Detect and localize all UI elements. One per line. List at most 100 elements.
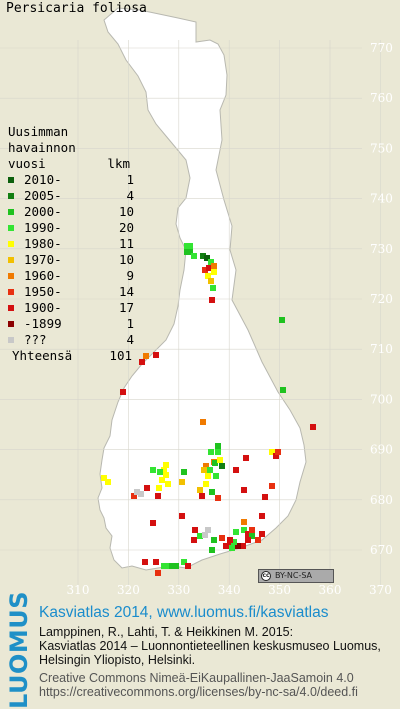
legend-count: 10 <box>118 252 134 267</box>
observation-square <box>134 489 140 495</box>
map-grid <box>0 40 381 585</box>
legend-count: 11 <box>118 236 134 251</box>
observation-square <box>163 462 169 468</box>
observation-square <box>157 469 163 475</box>
observation-square <box>243 455 249 461</box>
finland-outline <box>97 7 307 571</box>
x-tick-label: 310 <box>67 583 90 597</box>
observation-square <box>173 563 179 569</box>
legend-total-label: Yhteensä <box>12 348 73 363</box>
observation-square <box>169 563 175 569</box>
observation-square <box>181 469 187 475</box>
legend-swatch <box>8 241 14 247</box>
observation-square <box>240 543 246 549</box>
observation-square <box>231 539 237 545</box>
observation-square <box>207 467 213 473</box>
observation-square <box>191 537 197 543</box>
observation-square <box>153 352 159 358</box>
y-tick-label: 770 <box>370 41 393 55</box>
observation-square <box>204 255 210 261</box>
observation-square <box>211 537 217 543</box>
observation-square <box>208 259 214 265</box>
y-tick-label: 720 <box>370 292 393 306</box>
legend-row: 1980- 11 <box>8 236 134 252</box>
observation-square <box>227 537 233 543</box>
license-link[interactable]: https://creativecommons.org/licenses/by-… <box>39 685 358 699</box>
observation-square <box>269 449 275 455</box>
y-axis-ticks: 770 760 750 740 730 720 710 700 690 680 670 <box>370 41 393 557</box>
observation-square <box>163 472 169 478</box>
legend-swatch <box>8 337 14 343</box>
y-tick-label: 680 <box>370 493 393 507</box>
observation-square <box>269 483 275 489</box>
observation-square <box>153 559 159 565</box>
observation-square <box>159 477 165 483</box>
observation-square <box>161 467 167 473</box>
legend-swatch <box>8 305 14 311</box>
x-tick-label: 370 <box>369 583 392 597</box>
legend-row: 1900- 17 <box>8 300 134 316</box>
observation-square <box>249 533 255 539</box>
footer <box>0 602 400 702</box>
legend-column-headers: vuosi lkm <box>8 156 130 172</box>
legend-heading-line: Uusimman <box>8 124 69 139</box>
legend-swatch <box>8 257 14 263</box>
y-tick-label: 730 <box>370 242 393 256</box>
legend-total: Yhteensä 101 <box>8 348 134 364</box>
legend-count: 1 <box>126 172 134 187</box>
observation-square <box>273 453 279 459</box>
x-tick-label: 340 <box>218 583 241 597</box>
legend-row: ??? 4 <box>8 332 134 348</box>
observation-square <box>101 475 107 481</box>
observation-square <box>203 481 209 487</box>
legend-swatch <box>8 273 14 279</box>
legend-swatch <box>8 177 14 183</box>
legend-total-count: 101 <box>109 348 132 363</box>
observation-square <box>235 543 241 549</box>
observation-square <box>156 485 162 491</box>
observation-square <box>211 269 217 275</box>
legend-count: 10 <box>118 204 134 219</box>
observation-square <box>209 547 215 553</box>
observation-square <box>139 359 145 365</box>
y-tick-label: 670 <box>370 543 393 557</box>
observation-square <box>155 493 161 499</box>
observation-square <box>131 493 137 499</box>
observation-square <box>202 267 208 273</box>
y-tick-label: 740 <box>370 192 393 206</box>
observation-square <box>202 532 208 538</box>
observation-square <box>200 253 206 259</box>
observation-square <box>143 353 149 359</box>
observation-square <box>245 531 251 537</box>
legend-row: 1990- 20 <box>8 220 134 236</box>
observation-square <box>205 273 211 279</box>
legend-range: 1950- <box>24 284 62 299</box>
legend-swatch <box>8 193 14 199</box>
cc-icon: cc <box>261 571 271 581</box>
legend-range: 1970- <box>24 252 62 267</box>
observation-square <box>187 249 193 255</box>
legend-col-count: lkm <box>107 156 130 171</box>
observation-square <box>210 285 216 291</box>
observation-square <box>161 563 167 569</box>
observation-square <box>208 278 214 284</box>
x-tick-label: 350 <box>268 583 291 597</box>
legend-swatch <box>8 209 14 215</box>
legend-count: 20 <box>118 220 134 235</box>
legend-range: 1960- <box>24 268 62 283</box>
x-tick-label: 330 <box>167 583 190 597</box>
legend-row: 2010- 1 <box>8 172 134 188</box>
observation-square <box>144 485 150 491</box>
legend: Uusimman havainnon vuosi lkm 2010- 1 2005-… <box>8 124 134 364</box>
observation-square <box>201 467 207 473</box>
legend-row: 2005- 4 <box>8 188 134 204</box>
observation-square <box>150 467 156 473</box>
license-badge[interactable]: cc BY-NC-SA <box>258 569 334 583</box>
observation-square <box>215 495 221 501</box>
atlas-link[interactable]: Kasviatlas 2014, www.luomus.fi/kasviatla… <box>39 604 329 621</box>
observation-square <box>233 467 239 473</box>
legend-row: 1960- 9 <box>8 268 134 284</box>
observation-square <box>199 493 205 499</box>
observation-square <box>208 449 214 455</box>
observation-square <box>142 559 148 565</box>
